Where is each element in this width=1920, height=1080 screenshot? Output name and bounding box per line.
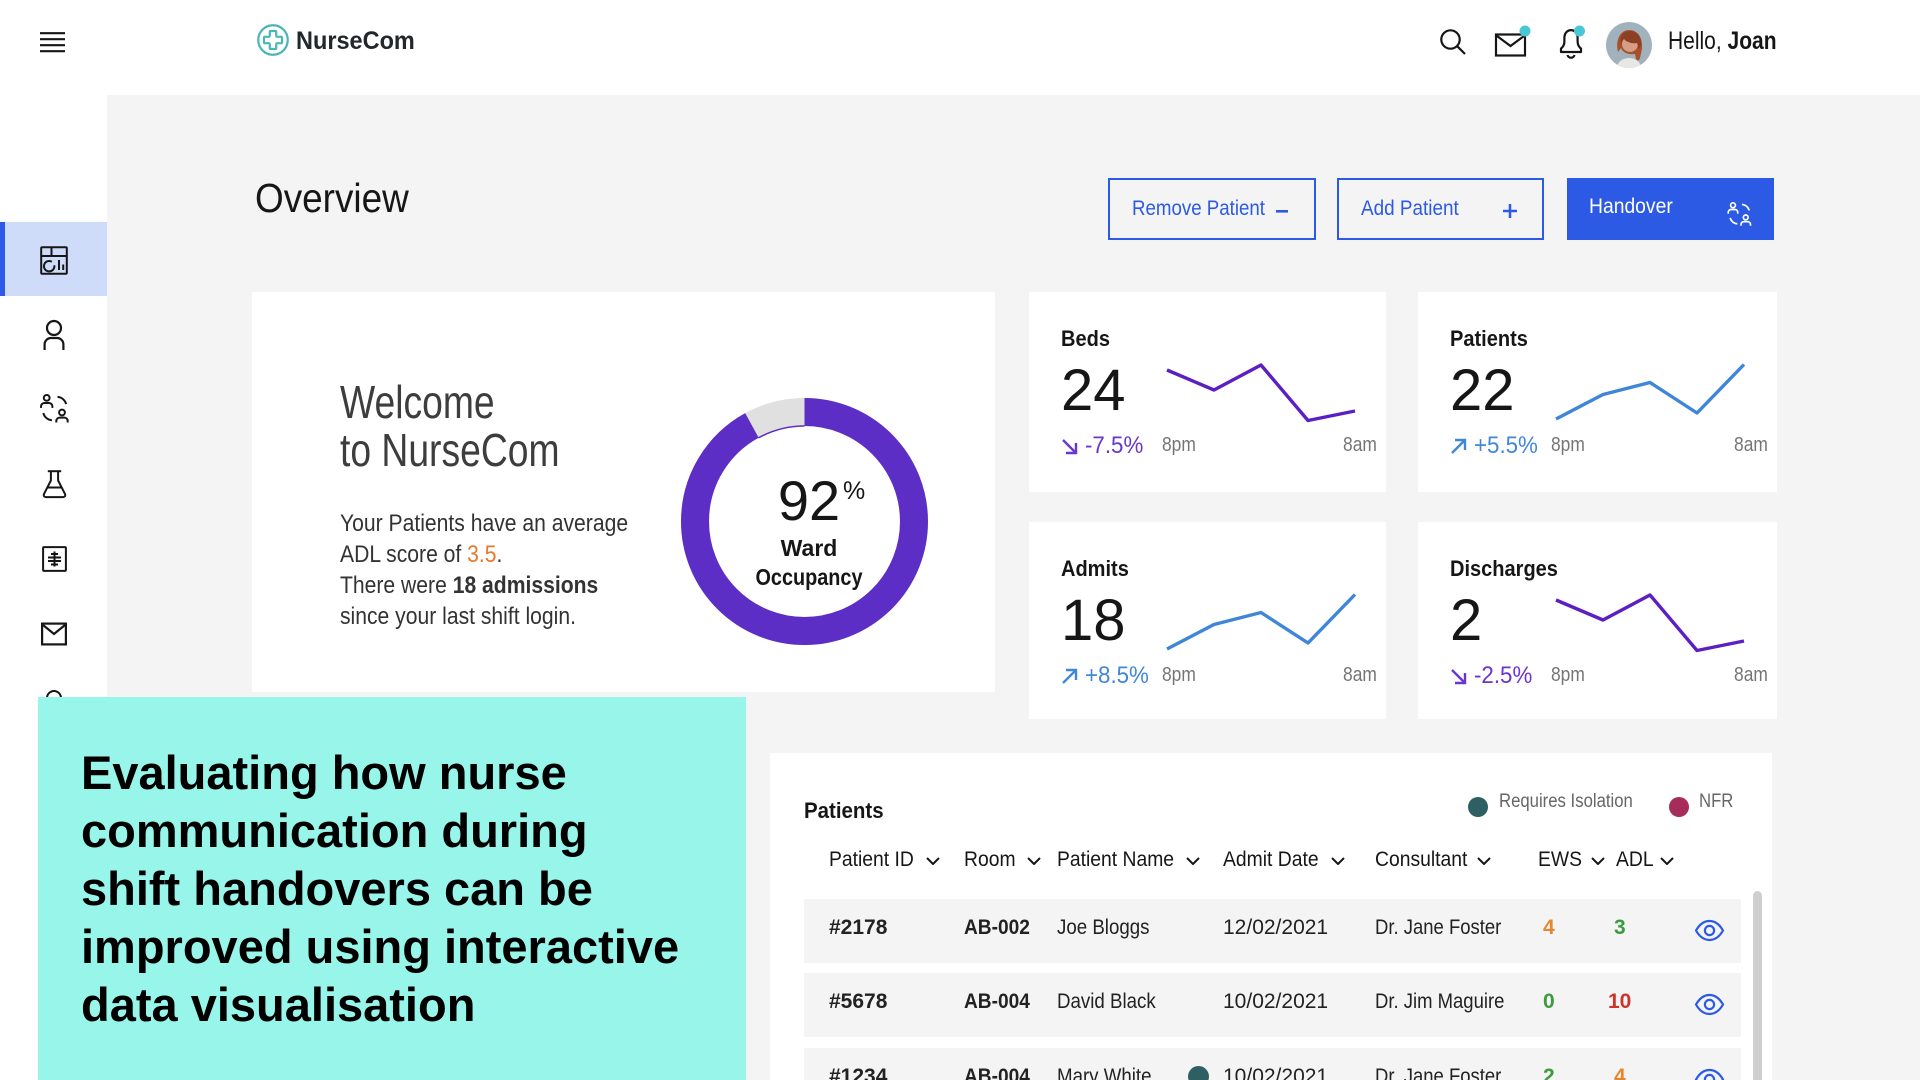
svg-text:%: % xyxy=(843,477,865,505)
svg-text:92: 92 xyxy=(778,469,840,532)
